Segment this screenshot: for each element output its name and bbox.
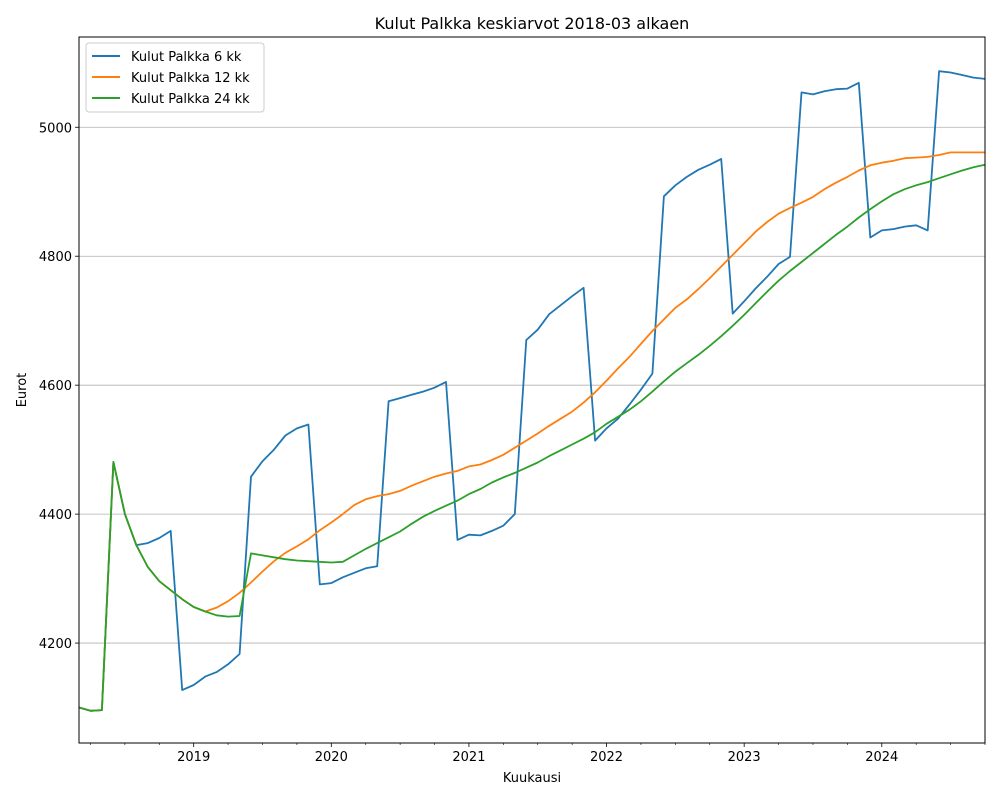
x-axis-label: Kuukausi [503,771,561,786]
y-tick-label: 4400 [39,508,72,523]
series-line-6kk [79,70,985,712]
y-axis: 4200 4400 4600 4800 5000 [39,121,79,652]
y-tick-label: 4200 [39,637,72,652]
legend-label-12kk: Kulut Palkka 12 kk [131,71,250,86]
legend-box [85,42,265,113]
series-line-24kk [79,163,985,712]
plot-frame [78,36,986,744]
x-tick-label: 2021 [452,750,485,765]
x-tick-label: 2020 [315,750,348,765]
grid-layer [79,126,985,644]
chart-title: Kulut Palkka keskiarvot 2018-03 alkaen [375,14,690,33]
y-tick-label: 4800 [39,250,72,265]
legend: Kulut Palkka 6 kk Kulut Palkka 12 kk Kul… [85,42,265,113]
series-layer [79,70,985,712]
y-tick-label: 4600 [39,379,72,394]
series-line-12kk [79,151,985,712]
x-tick-label: 2022 [590,750,623,765]
y-tick-label: 5000 [39,121,72,136]
x-axis: 2019 2020 2021 2022 2023 2024 [90,743,986,765]
y-axis-label: Eurot [15,373,30,408]
x-tick-label: 2023 [728,750,761,765]
legend-label-6kk: Kulut Palkka 6 kk [131,50,242,65]
legend-label-24kk: Kulut Palkka 24 kk [131,92,250,107]
x-tick-label: 2019 [177,750,210,765]
x-tick-label: 2024 [865,750,898,765]
